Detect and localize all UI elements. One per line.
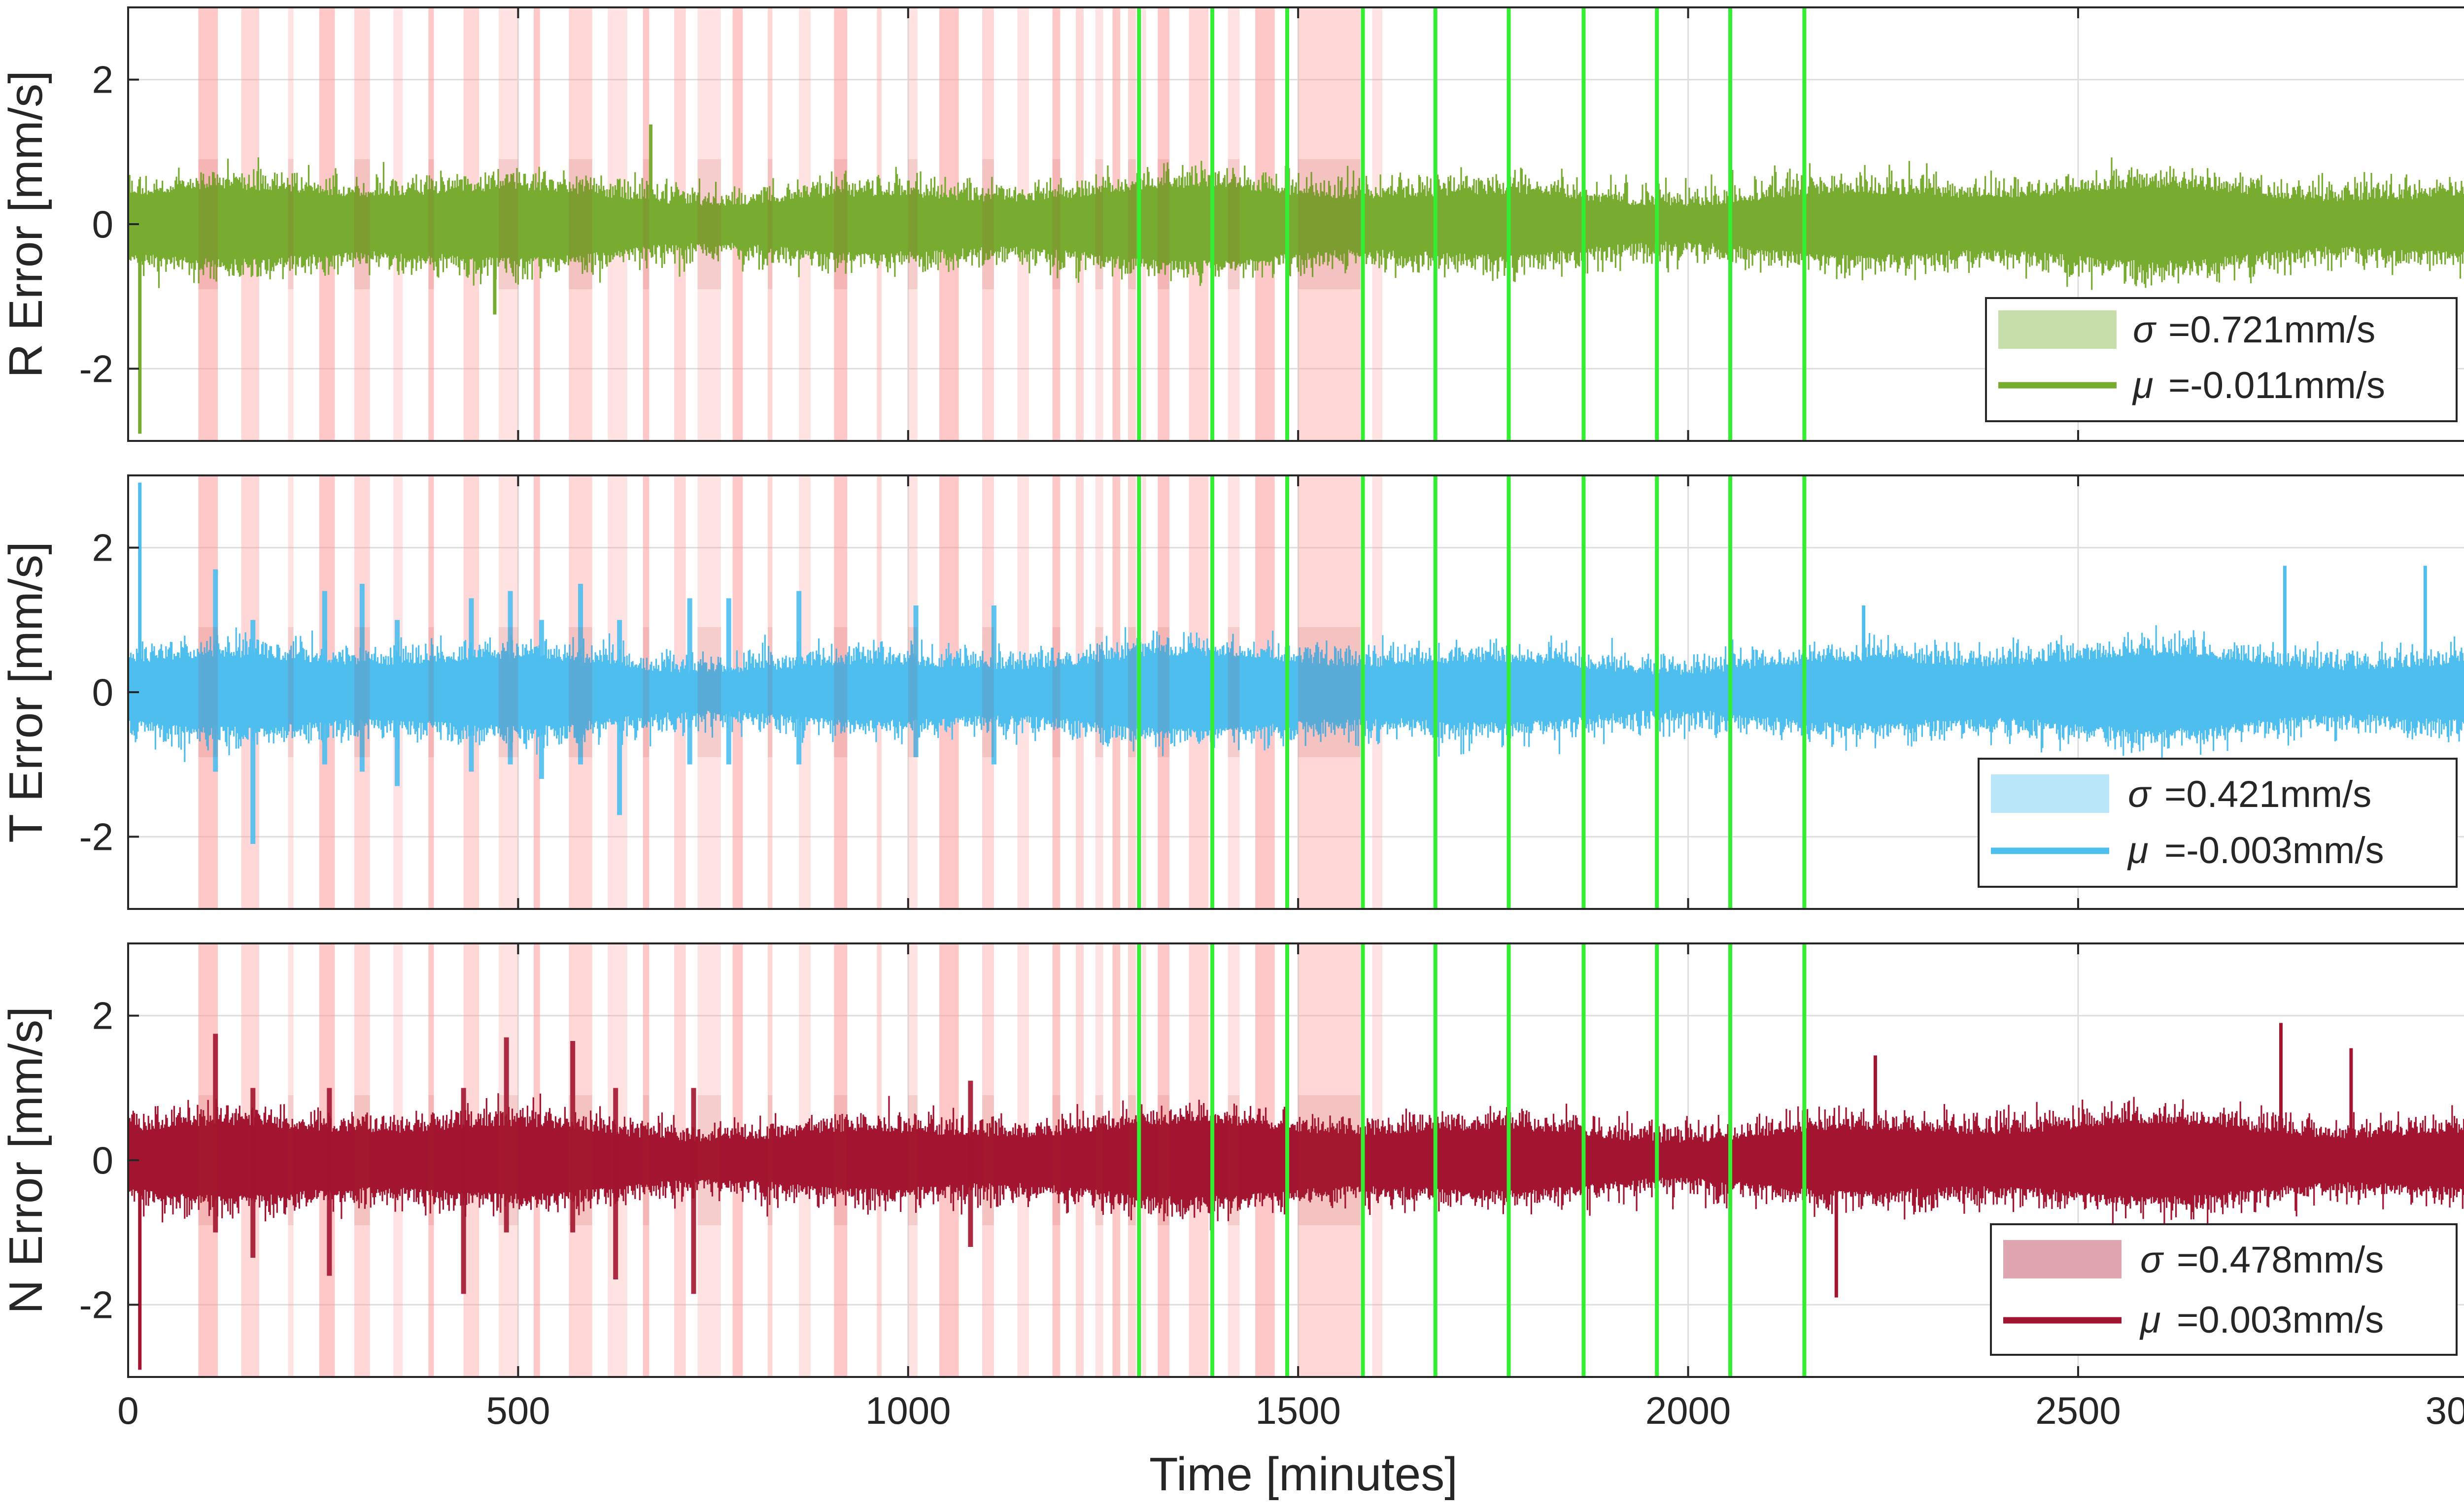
- panel-n-shade-tint-22: [982, 1095, 994, 1225]
- panel-r-shade-tint-22: [982, 159, 994, 289]
- legend-r-sigma-label: =0.721mm/s: [2168, 309, 2375, 351]
- panel-t-ytick-label-0: -2: [79, 815, 113, 858]
- panel-t-shade-tint-4: [354, 627, 370, 757]
- panel-r-ytick-label-1: 0: [92, 202, 113, 246]
- panel-n-shade-tint-12: [643, 1095, 650, 1225]
- legend-t-sigma-symbol: σ: [2128, 773, 2152, 815]
- panel-n-shade-tint-14: [697, 1095, 721, 1225]
- panel-t-shade-tint-20: [908, 627, 918, 757]
- legend-t-sigma-label: =0.421mm/s: [2164, 773, 2371, 815]
- panel-r-ylabel: R Error [mm/s]: [0, 70, 52, 378]
- panel-r-shade-tint-4: [354, 159, 370, 289]
- panel-n-ytick-label-2: 2: [92, 994, 113, 1038]
- legend-n-mu-label: =0.003mm/s: [2177, 1299, 2384, 1341]
- panel-r-shade-tint-2: [288, 159, 294, 289]
- panel-r-shade-tint-28: [1128, 159, 1136, 289]
- legend-r: σ =0.721mm/s μ =-0.011mm/s: [1985, 297, 2458, 422]
- panel-r-ytick-label-0: -2: [79, 347, 113, 390]
- xtick-label-6: 3000: [2426, 1389, 2464, 1432]
- legend-t-mu-label: =-0.003mm/s: [2164, 830, 2384, 872]
- panel-t-shade-tint-24: [1052, 627, 1061, 757]
- panel-n-ytick-label-1: 0: [92, 1139, 113, 1182]
- panel-t-shade-tint-26: [1095, 627, 1103, 757]
- legend-r-mu-symbol: μ: [2132, 365, 2154, 406]
- legend-n-sigma-label: =0.478mm/s: [2177, 1239, 2384, 1281]
- panel-t-shade-tint-2: [288, 627, 294, 757]
- panel-n-shade-tint-10: [569, 1095, 592, 1225]
- panel-t-shade-tint-0: [198, 627, 218, 757]
- legend-n-sigma-symbol: σ: [2140, 1239, 2164, 1281]
- panel-r-shade-tint-0: [198, 159, 218, 289]
- panel-r-shade-tint-30: [1158, 159, 1170, 289]
- legend-t-mu-symbol: μ: [2127, 830, 2149, 872]
- panel-n-shade-tint-32: [1228, 1095, 1240, 1225]
- panel-n-shade-tint-26: [1095, 1095, 1103, 1225]
- panel-t-shade-tint-16: [767, 627, 773, 757]
- panel-r-shade-tint-6: [428, 159, 434, 289]
- panel-t-error: -2 0 2: [79, 474, 2464, 910]
- panel-r-shade-tint-10: [569, 159, 592, 289]
- legend-r-mu-label: =-0.011mm/s: [2168, 365, 2385, 406]
- panel-n-error: -2 0 2 0 500 1000 1500 2000 2500 3000: [79, 942, 2464, 1432]
- panel-n-shade-tint-6: [428, 1095, 434, 1225]
- panel-t-ylabel: T Error [mm/s]: [0, 541, 52, 843]
- legend-r-sigma-swatch: [1998, 310, 2117, 349]
- xtick-label-5: 2500: [2035, 1389, 2121, 1432]
- panel-t-shade-tint-34: [1298, 627, 1361, 757]
- xtick-label-0: 0: [117, 1389, 138, 1432]
- panel-t-shade-tint-8: [498, 627, 518, 757]
- panel-r-shade-tint-26: [1095, 159, 1103, 289]
- panel-r-shade-tint-34: [1298, 159, 1361, 289]
- legend-t-sigma-swatch: [1991, 774, 2109, 813]
- panel-t-shade-tint-14: [697, 627, 721, 757]
- panel-r-shade-tint-12: [643, 159, 650, 289]
- panel-t-shade-tint-6: [428, 627, 434, 757]
- panel-r-ytick-label-2: 2: [92, 58, 113, 101]
- xtick-label-1: 500: [486, 1389, 550, 1432]
- legend-t: σ =0.421mm/s μ =-0.003mm/s: [1978, 758, 2458, 888]
- panel-n-shade-tint-2: [288, 1095, 294, 1225]
- panel-t-shade-tint-18: [834, 627, 848, 757]
- legend-n-sigma-swatch: [2003, 1240, 2122, 1278]
- legend-r-sigma-symbol: σ: [2133, 309, 2157, 351]
- panel-n-shade-tint-16: [767, 1095, 773, 1225]
- panel-n-shade-tint-4: [354, 1095, 370, 1225]
- panel-n-shade-tint-30: [1158, 1095, 1170, 1225]
- xtick-label-3: 1500: [1255, 1389, 1341, 1432]
- panel-n-shade-tint-8: [498, 1095, 518, 1225]
- panel-n-shade-tint-34: [1298, 1095, 1361, 1225]
- panel-t-shade-tint-28: [1128, 627, 1136, 757]
- panel-n-ylabel: N Error [mm/s]: [0, 1006, 52, 1314]
- panel-t-ytick-label-2: 2: [92, 526, 113, 570]
- legend-n-mu-symbol: μ: [2139, 1299, 2161, 1341]
- panel-n-ytick-label-0: -2: [79, 1283, 113, 1326]
- panel-t-shade-tint-32: [1228, 627, 1240, 757]
- panel-r-shade-tint-18: [834, 159, 848, 289]
- panel-r-error: -2 0 2: [79, 6, 2464, 442]
- panel-r-shade-tint-14: [697, 159, 721, 289]
- panel-n-shade-tint-20: [908, 1095, 918, 1225]
- xtick-label-2: 1000: [865, 1389, 951, 1432]
- panel-n-shade-tint-28: [1128, 1095, 1136, 1225]
- panel-r-shade-tint-16: [767, 159, 773, 289]
- legend-n: σ =0.478mm/s μ =0.003mm/s: [1990, 1223, 2458, 1356]
- panel-t-shade-tint-22: [982, 627, 994, 757]
- panel-t-shade-tint-10: [569, 627, 592, 757]
- panel-r-shade-tint-20: [908, 159, 918, 289]
- x-axis-title: Time [minutes]: [1149, 1448, 1458, 1501]
- panel-n-shade-tint-24: [1052, 1095, 1061, 1225]
- panel-t-shade-tint-30: [1158, 627, 1170, 757]
- xtick-label-4: 2000: [1645, 1389, 1731, 1432]
- panel-r-shade-tint-32: [1228, 159, 1240, 289]
- panel-n-shade-tint-18: [834, 1095, 848, 1225]
- panel-r-shade-tint-24: [1052, 159, 1061, 289]
- panel-n-shade-tint-0: [198, 1095, 218, 1225]
- panel-t-shade-tint-12: [643, 627, 650, 757]
- panel-r-shade-tint-8: [498, 159, 518, 289]
- panel-t-ytick-label-1: 0: [92, 671, 113, 714]
